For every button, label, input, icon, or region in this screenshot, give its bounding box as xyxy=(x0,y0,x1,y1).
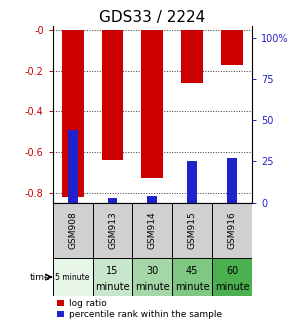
Text: 5 minute: 5 minute xyxy=(55,273,90,282)
Bar xyxy=(62,30,84,197)
Bar xyxy=(102,30,123,160)
Text: GSM913: GSM913 xyxy=(108,212,117,249)
Bar xyxy=(93,258,132,296)
Text: minute: minute xyxy=(135,282,170,292)
Bar xyxy=(212,258,252,296)
Text: GSM908: GSM908 xyxy=(68,212,77,249)
Text: time: time xyxy=(30,273,50,282)
Bar xyxy=(212,203,252,258)
Text: 30: 30 xyxy=(146,267,159,276)
Bar xyxy=(108,198,117,203)
Bar xyxy=(93,203,132,258)
Bar xyxy=(172,203,212,258)
Bar xyxy=(172,258,212,296)
Bar xyxy=(147,196,157,203)
Bar xyxy=(181,30,203,83)
Bar xyxy=(68,130,78,203)
Bar xyxy=(53,203,93,258)
Bar xyxy=(221,30,243,65)
Title: GDS33 / 2224: GDS33 / 2224 xyxy=(99,10,205,25)
Bar xyxy=(132,258,172,296)
Bar xyxy=(227,158,237,203)
Bar xyxy=(187,162,197,203)
Text: minute: minute xyxy=(175,282,209,292)
Text: 15: 15 xyxy=(106,267,119,276)
Text: GSM914: GSM914 xyxy=(148,212,157,249)
Text: GSM916: GSM916 xyxy=(228,212,236,249)
Legend: log ratio, percentile rank within the sample: log ratio, percentile rank within the sa… xyxy=(57,299,222,319)
Text: minute: minute xyxy=(215,282,249,292)
Bar xyxy=(142,30,163,178)
Text: GSM915: GSM915 xyxy=(188,212,197,249)
Text: 60: 60 xyxy=(226,267,238,276)
Bar xyxy=(53,258,93,296)
Text: 45: 45 xyxy=(186,267,198,276)
Bar xyxy=(132,203,172,258)
Text: minute: minute xyxy=(95,282,130,292)
